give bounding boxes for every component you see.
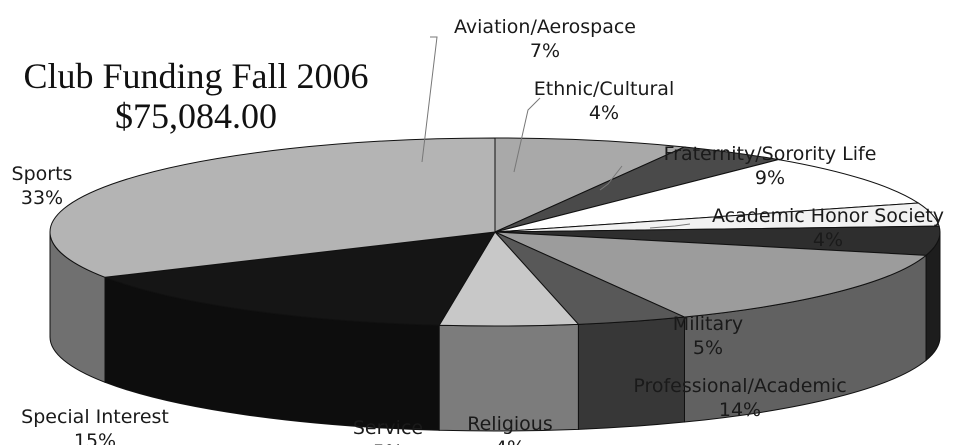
label-military: Military	[673, 313, 743, 335]
pie-slices	[49, 137, 941, 327]
label-professional-academic: Professional/Academic	[633, 375, 846, 397]
label-religious: Religious	[467, 413, 553, 435]
chart-title: Club Funding Fall 2006	[23, 56, 368, 96]
label-service: Service	[353, 417, 423, 439]
value-aviation-aerospace: 7%	[530, 40, 560, 62]
label-aviation-aerospace: Aviation/Aerospace	[454, 16, 636, 38]
chart-subtitle: $75,084.00	[115, 96, 277, 136]
slice-labels: Aviation/Aerospace7%Ethnic/Cultural4%Fra…	[12, 16, 944, 445]
value-religious: 4%	[495, 437, 525, 445]
slice-professional-academic	[494, 231, 928, 318]
value-special-interest: 15%	[74, 430, 116, 445]
label-fraternity-sorority-life: Fraternity/Sorority Life	[664, 143, 877, 165]
value-sports: 33%	[21, 187, 63, 209]
side-religious	[577, 316, 685, 430]
label-special-interest: Special Interest	[21, 406, 169, 428]
leader-line-ethnic-cultural	[513, 97, 541, 173]
leader-line-academic-honor-society	[649, 223, 691, 229]
slice-aviation-aerospace	[494, 137, 687, 233]
label-ethnic-cultural: Ethnic/Cultural	[534, 78, 674, 100]
slice-special-interest	[104, 231, 496, 326]
pie-sides	[49, 231, 941, 432]
leader-line-aviation-aerospace	[421, 36, 438, 163]
value-ethnic-cultural: 4%	[589, 102, 619, 124]
value-professional-academic: 14%	[719, 399, 761, 421]
leader-lines	[421, 36, 691, 229]
label-sports: Sports	[12, 163, 73, 185]
slice-sports	[49, 137, 496, 278]
leader-line-fraternity-sorority-life	[599, 165, 623, 191]
value-service: 5%	[373, 441, 403, 445]
slice-fraternity-sorority-life	[494, 159, 920, 233]
value-fraternity-sorority-life: 9%	[755, 167, 785, 189]
label-academic-honor-society: Academic Honor Society	[712, 205, 944, 227]
value-military: 5%	[693, 337, 723, 359]
value-academic-honor-society: 4%	[813, 229, 843, 251]
